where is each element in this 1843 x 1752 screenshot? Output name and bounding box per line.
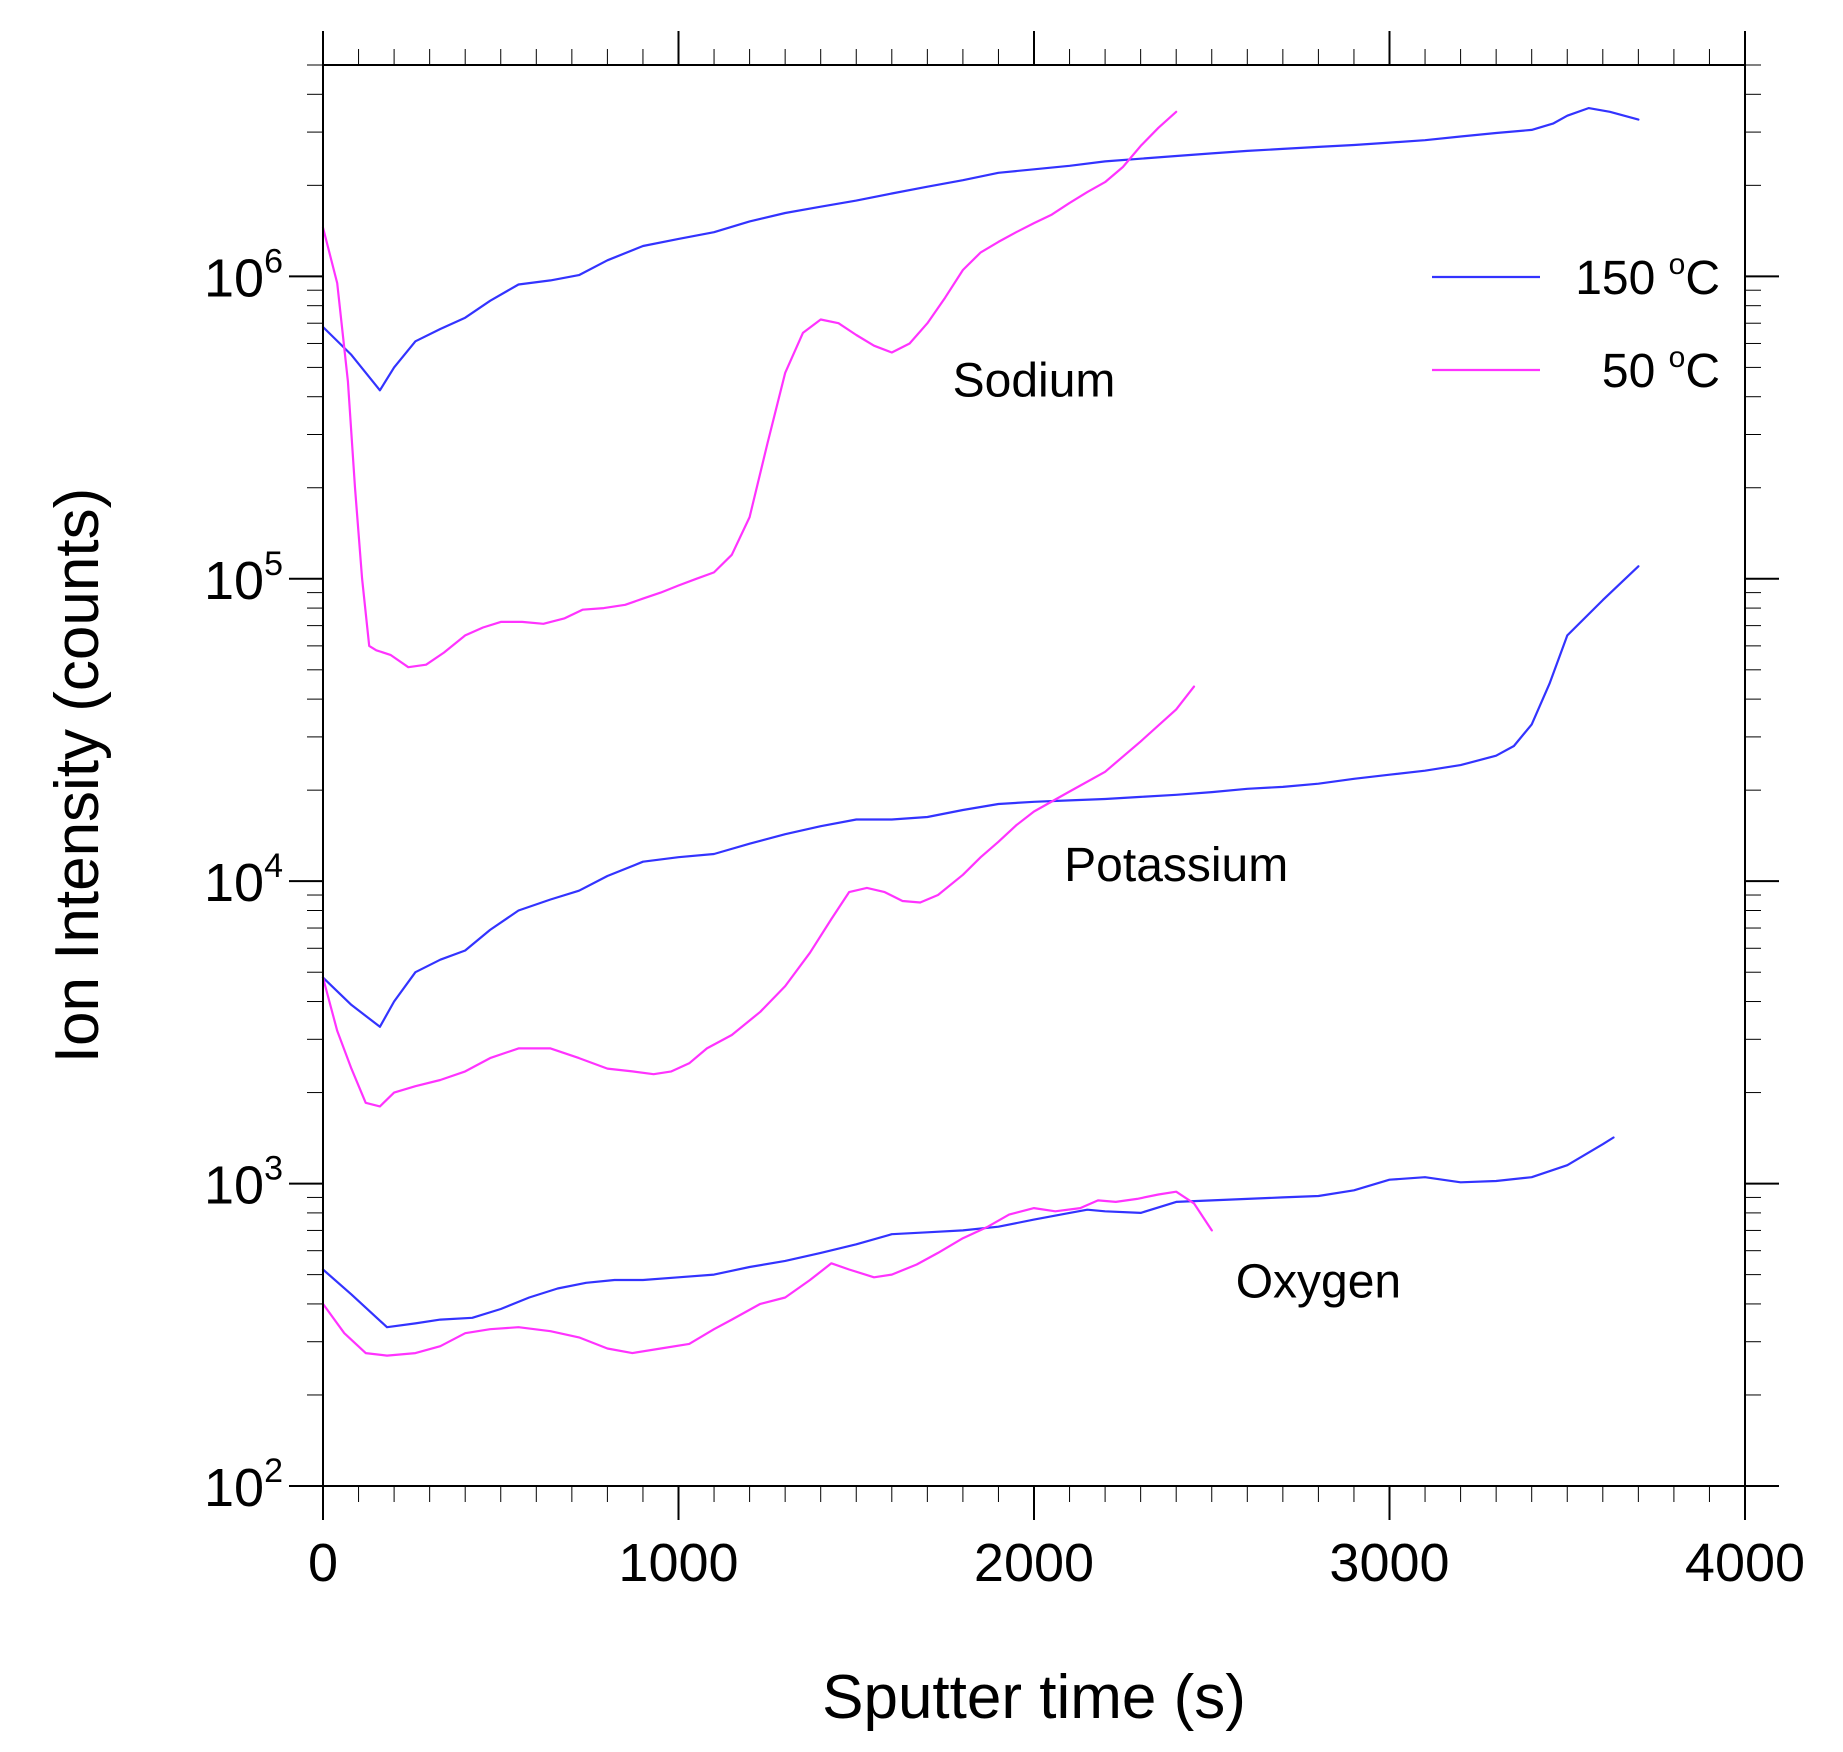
annotation-oxygen: Oxygen xyxy=(1236,1256,1401,1309)
series-line-0 xyxy=(321,107,1640,392)
legend-label-0: 150 oC xyxy=(1575,248,1720,305)
y-tick-label: 103 xyxy=(204,1150,283,1216)
x-tick-label: 2000 xyxy=(974,1533,1094,1593)
y-tick-label: 105 xyxy=(204,545,283,611)
series-line-3 xyxy=(321,685,1196,1108)
labels-layer: 0 1000 2000 3000 4000 102 103 104 105 106 Sputter … xyxy=(43,242,1805,1732)
y-tick-label: 106 xyxy=(204,242,283,308)
y-axis-title: Ion Intensity (counts) xyxy=(43,488,112,1064)
x-tick-label: 4000 xyxy=(1685,1533,1805,1593)
series-line-5 xyxy=(321,1190,1213,1357)
series-line-4 xyxy=(321,1136,1615,1329)
annotation-potassium: Potassium xyxy=(1064,839,1288,892)
axes-layer xyxy=(289,31,1779,1520)
x-axis-title: Sputter time (s) xyxy=(822,1663,1246,1732)
series-line-1 xyxy=(321,110,1178,669)
annotation-sodium: Sodium xyxy=(953,355,1116,408)
y-tick-label: 104 xyxy=(204,847,283,913)
x-tick-label: 0 xyxy=(308,1533,338,1593)
series-layer xyxy=(321,107,1640,1357)
legend-label-1: 50 oC xyxy=(1602,341,1720,398)
x-tick-label: 3000 xyxy=(1329,1533,1449,1593)
x-tick-label: 1000 xyxy=(618,1533,738,1593)
y-tick-label: 102 xyxy=(204,1452,283,1518)
series-line-2 xyxy=(321,565,1640,1028)
